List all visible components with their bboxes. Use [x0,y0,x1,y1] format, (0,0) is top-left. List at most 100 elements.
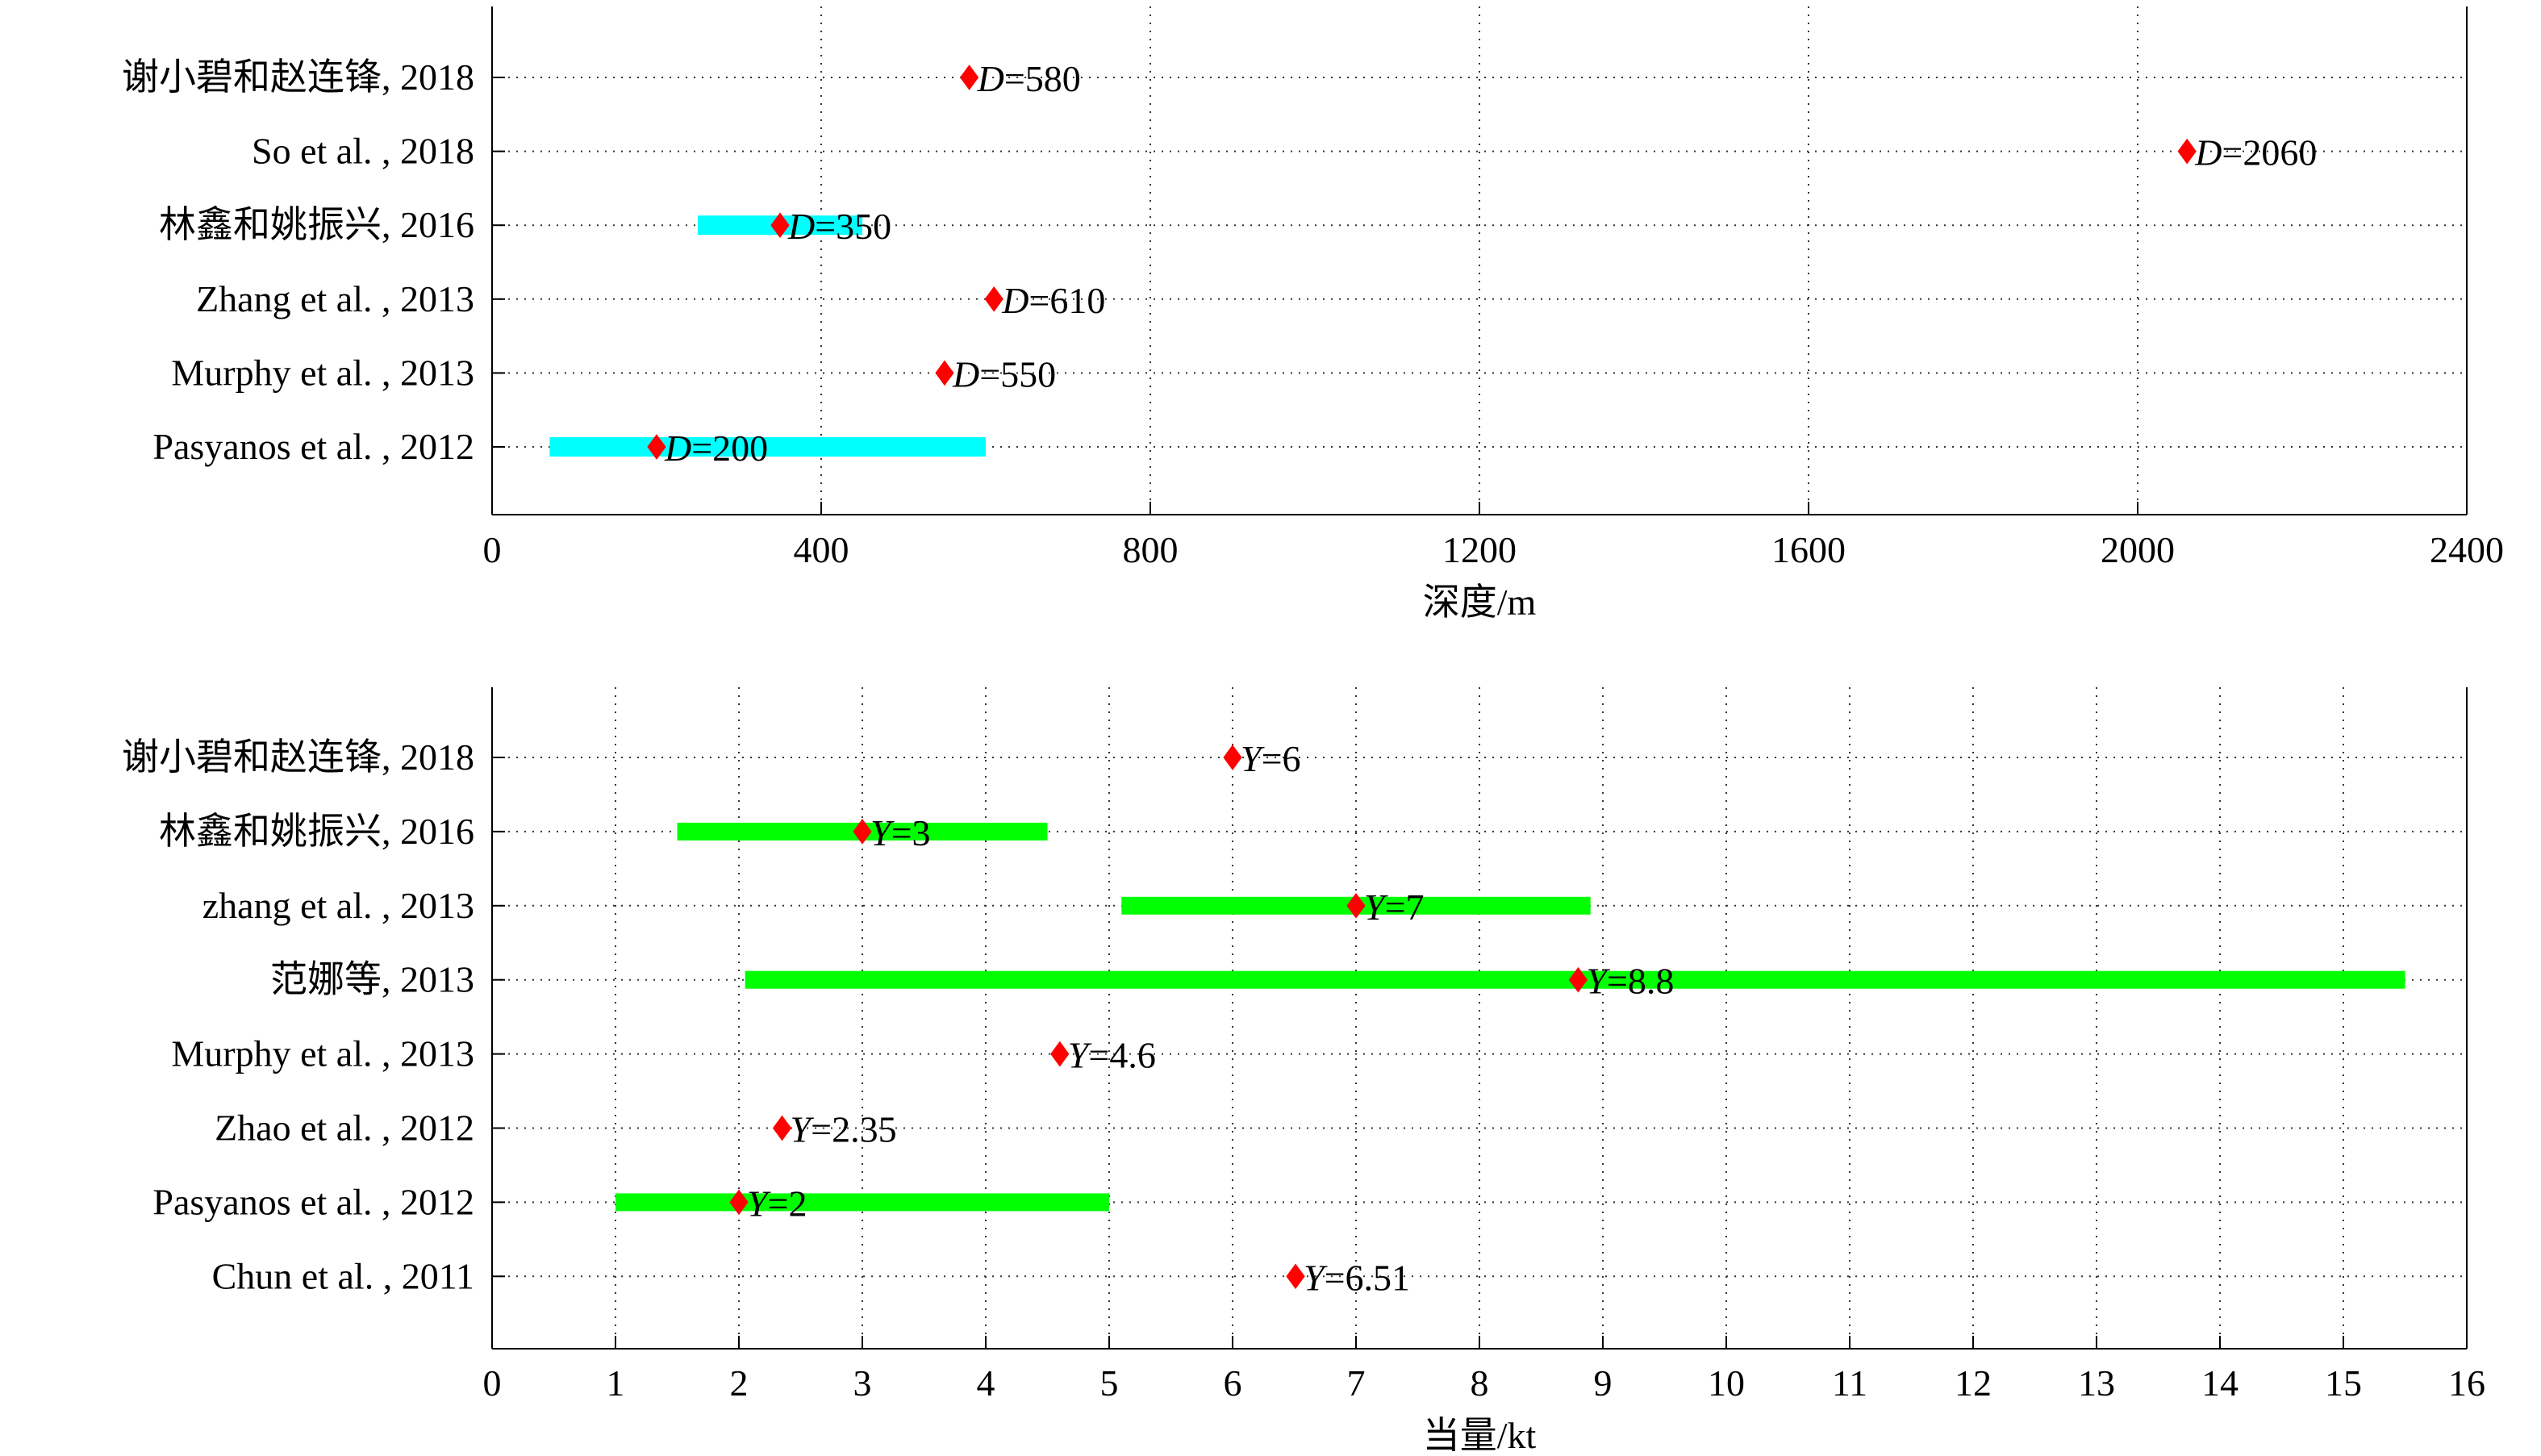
data-label-symbol: D [664,428,691,469]
data-label: Y=6 [1241,738,1301,779]
data-label-symbol: Y [1364,887,1388,928]
data-label: Y=3 [870,812,931,853]
data-label-symbol: Y [1241,738,1265,779]
x-tick-label: 0 [483,529,502,570]
data-label-value: =4.6 [1088,1035,1155,1076]
data-label-symbol: Y [1068,1035,1092,1076]
data-label-symbol: D [952,353,979,394]
x-axis-label: 深度/m [1423,582,1537,623]
data-label: Y=8.8 [1586,961,1674,1002]
estimate-marker [853,819,872,845]
x-tick-label: 1200 [1442,529,1517,570]
range-bar [615,1193,1109,1212]
data-label: Y=2 [747,1183,807,1224]
data-label-value: =2 [768,1183,807,1224]
x-axis-label: 当量/kt [1423,1415,1537,1456]
data-label-value: =3 [891,812,931,853]
estimate-marker [959,65,979,90]
x-tick-label: 7 [1347,1362,1366,1404]
category-label: Murphy et al. , 2013 [171,1033,474,1074]
range-bar [549,437,986,457]
x-tick-label: 10 [1708,1362,1745,1404]
data-label: D=200 [664,428,768,469]
x-tick-label: 2400 [2430,529,2504,570]
data-label-value: =7 [1385,887,1425,928]
category-label: Murphy et al. , 2013 [171,352,474,393]
x-tick-label: 6 [1224,1362,1242,1404]
data-label-value: =6 [1262,738,1301,779]
category-label: zhang et al. , 2013 [202,885,474,926]
data-label-symbol: D [1001,280,1028,321]
data-label: Y=2.35 [791,1109,897,1150]
category-label: 范娜等, 2013 [270,959,474,1000]
estimate-marker [935,360,954,386]
estimate-marker [1050,1041,1070,1067]
x-tick-label: 5 [1100,1362,1119,1404]
estimate-marker [729,1189,749,1216]
x-tick-label: 13 [2078,1362,2115,1404]
estimate-marker [1223,745,1242,770]
estimate-marker [647,434,666,460]
x-tick-label: 1 [607,1362,625,1404]
category-label: 谢小碧和赵连锋, 2018 [122,56,474,98]
category-label: Zhang et al. , 2013 [196,278,474,319]
category-label: So et al. , 2018 [252,131,474,172]
category-label: 林鑫和姚振兴, 2016 [159,204,474,245]
data-label: Y=6.51 [1304,1257,1410,1298]
data-label-symbol: Y [747,1183,771,1224]
data-label: D=580 [977,58,1081,99]
data-label: Y=7 [1364,887,1425,928]
estimate-marker [1568,966,1588,993]
data-label-symbol: D [2194,132,2222,173]
estimate-marker [984,286,1003,312]
x-tick-label: 9 [1594,1362,1613,1404]
data-label-value: =6.51 [1325,1257,1410,1298]
x-tick-label: 11 [1832,1362,1867,1404]
data-label: D=350 [787,206,891,247]
data-label-value: =2060 [2222,132,2317,173]
data-label-symbol: Y [1304,1257,1328,1298]
data-label-symbol: D [787,206,815,247]
estimate-marker [1346,892,1366,919]
x-tick-label: 12 [1955,1362,1992,1404]
data-label: D=2060 [2194,132,2317,173]
x-tick-label: 16 [2448,1362,2485,1404]
data-label-value: =8.8 [1607,961,1674,1002]
x-tick-label: 8 [1471,1362,1489,1404]
estimate-marker [2177,138,2197,165]
estimate-marker [1286,1263,1305,1290]
data-label-value: =580 [1004,58,1081,99]
data-label-value: =200 [691,428,768,469]
data-label-value: =550 [979,353,1056,394]
data-label-value: =610 [1028,280,1105,321]
data-label-value: =350 [815,206,891,247]
category-label: 林鑫和姚振兴, 2016 [159,811,474,852]
x-tick-label: 3 [853,1362,872,1404]
data-label: Y=4.6 [1068,1035,1156,1076]
x-tick-label: 4 [977,1362,995,1404]
x-tick-label: 0 [483,1362,502,1404]
estimate-marker [772,1115,792,1141]
x-tick-label: 2 [730,1362,749,1404]
x-tick-label: 2000 [2101,529,2175,570]
x-tick-label: 14 [2201,1362,2238,1404]
category-label: Zhao et al. , 2012 [215,1108,474,1149]
x-tick-label: 800 [1123,529,1179,570]
category-label: Pasyanos et al. , 2012 [152,1181,474,1222]
x-tick-label: 1600 [1771,529,1846,570]
data-label-symbol: Y [791,1109,815,1150]
x-tick-label: 15 [2325,1362,2362,1404]
x-tick-label: 400 [794,529,849,570]
category-label: Chun et al. , 2011 [212,1255,474,1296]
data-label-symbol: D [977,58,1004,99]
estimate-marker [770,212,790,239]
data-label-symbol: Y [870,812,895,853]
data-label-value: =2.35 [811,1109,896,1150]
chart-panel-1: 0 400 800 1200 1600 2000 2400 深度/m 谢小碧和赵连锋, 2018… [122,6,2504,623]
data-label: D=610 [1001,280,1105,321]
category-label: 谢小碧和赵连锋, 2018 [122,736,474,778]
category-label: Pasyanos et al. , 2012 [152,426,474,467]
